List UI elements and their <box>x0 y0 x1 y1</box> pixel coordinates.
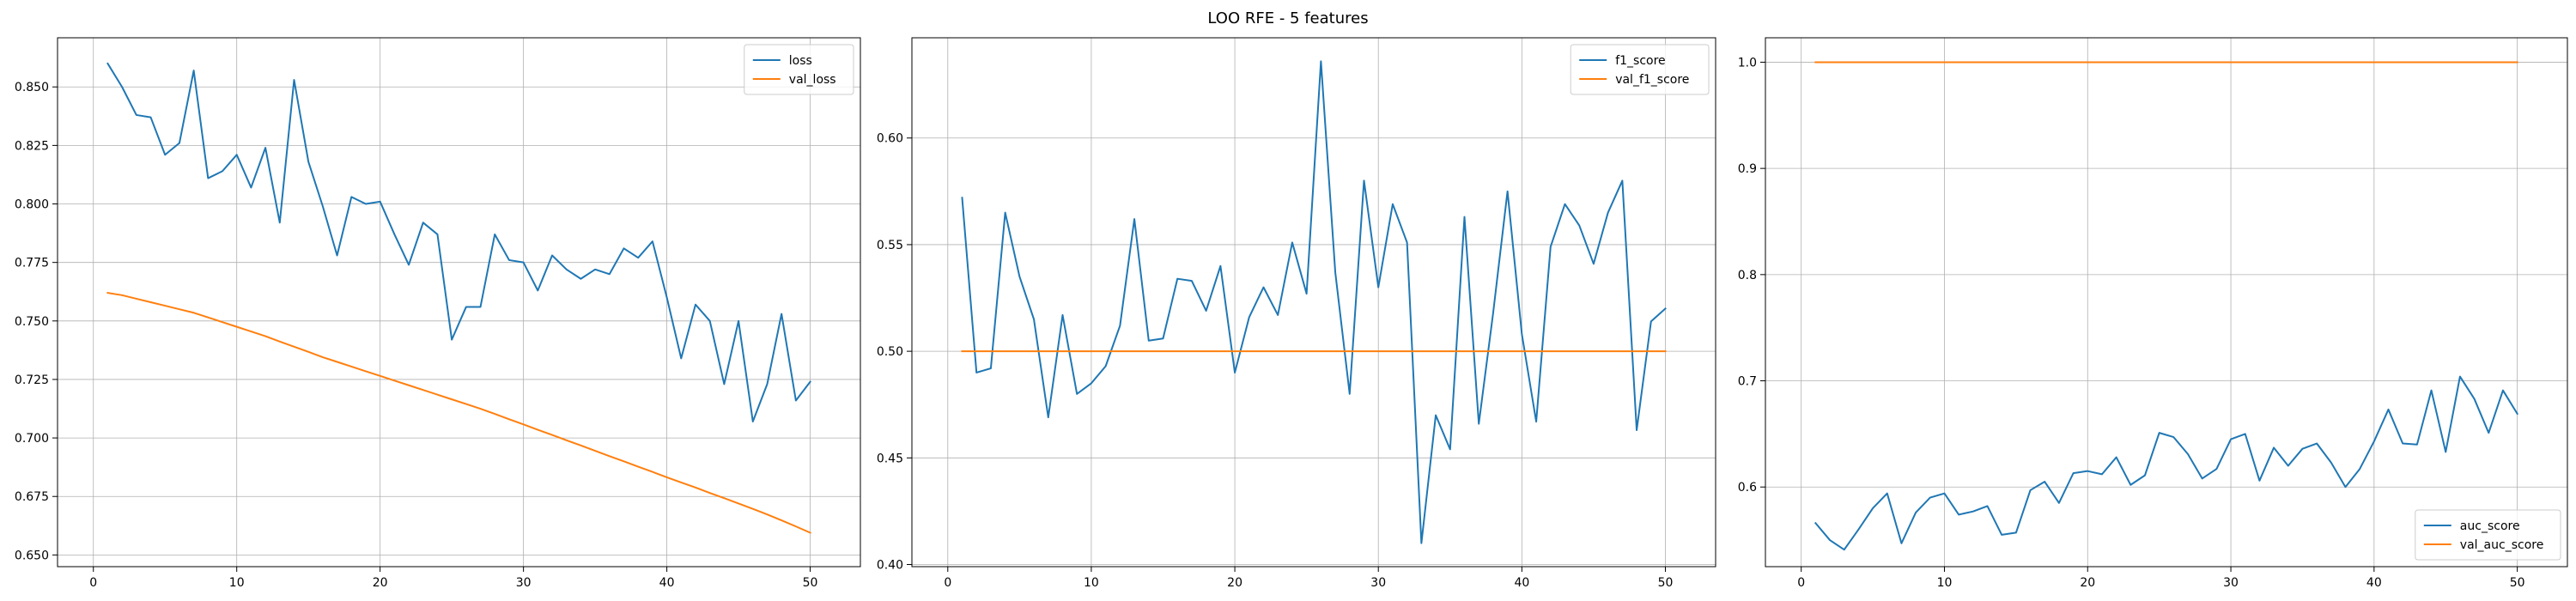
x-tick-label: 40 <box>659 576 675 590</box>
legend-label: f1_score <box>1615 54 1665 68</box>
y-tick-label: 0.725 <box>15 373 49 387</box>
x-tick-label: 10 <box>1937 576 1953 590</box>
x-tick-label: 0 <box>89 576 97 590</box>
axes-frame <box>57 37 861 568</box>
y-tick-label: 0.675 <box>15 490 49 504</box>
y-tick-label: 0.7 <box>1738 375 1757 389</box>
y-tick-label: 0.850 <box>15 81 49 94</box>
series-line-val-loss <box>106 291 811 534</box>
y-tick-label: 0.40 <box>877 559 903 573</box>
legend-box <box>744 44 854 95</box>
x-tick-label: 0 <box>944 576 951 590</box>
x-tick-label: 10 <box>1084 576 1099 590</box>
x-tick-label: 40 <box>2366 576 2382 590</box>
legend-label: auc_score <box>2460 519 2520 533</box>
figure-title: LOO RFE - 5 features <box>1207 9 1368 27</box>
legend-label: loss <box>789 54 812 68</box>
y-tick-label: 0.60 <box>877 132 903 146</box>
legend: f1_score val_f1_score <box>1570 44 1710 95</box>
x-tick-label: 20 <box>373 576 388 590</box>
legend-label: val_f1_score <box>1615 73 1689 87</box>
x-tick-label: 50 <box>803 576 818 590</box>
series-line-auc-score <box>1814 375 2519 551</box>
x-tick-label: 20 <box>1227 576 1242 590</box>
y-tick-label: 0.6 <box>1738 481 1757 495</box>
legend: loss val_loss <box>744 44 854 95</box>
legend: auc_score val_auc_score <box>2415 509 2561 561</box>
y-tick-label: 0.800 <box>15 198 49 212</box>
legend-box <box>2415 509 2561 561</box>
x-tick-label: 30 <box>516 576 532 590</box>
series-line-loss <box>106 62 811 423</box>
y-tick-label: 0.650 <box>15 549 49 562</box>
x-tick-label: 10 <box>229 576 245 590</box>
y-tick-label: 0.50 <box>877 345 903 359</box>
axes-frame <box>911 37 1716 568</box>
series-line-f1-score <box>961 60 1667 544</box>
y-tick-label: 0.55 <box>877 239 903 252</box>
legend-label: val_loss <box>789 73 836 87</box>
x-tick-label: 50 <box>1658 576 1674 590</box>
y-tick-label: 0.825 <box>15 139 49 153</box>
x-tick-label: 30 <box>2223 576 2239 590</box>
y-tick-label: 0.45 <box>877 452 903 465</box>
x-tick-label: 50 <box>2510 576 2525 590</box>
legend-label: val_auc_score <box>2460 538 2544 552</box>
y-tick-label: 0.700 <box>15 432 49 446</box>
x-tick-label: 20 <box>2080 576 2095 590</box>
y-tick-label: 0.9 <box>1738 162 1757 176</box>
x-tick-label: 30 <box>1370 576 1386 590</box>
x-tick-label: 0 <box>1797 576 1805 590</box>
auc-score-subplot: 0 10 20 30 40 50 0.6 0.7 0.8 0.9 1.0 auc_score val_a… <box>1738 37 2568 590</box>
axes-frame <box>1765 37 2568 568</box>
y-tick-label: 0.775 <box>15 257 49 270</box>
y-tick-label: 1.0 <box>1738 56 1757 70</box>
y-tick-label: 0.750 <box>15 315 49 329</box>
x-tick-label: 40 <box>1514 576 1529 590</box>
f1-score-subplot: 0 10 20 30 40 50 0.40 0.45 0.50 0.55 0.60 f1_scorev… <box>877 37 1716 590</box>
y-tick-label: 0.8 <box>1738 269 1757 282</box>
loss-subplot: 0 10 20 30 40 50 0.650 0.675 0.700 0.725 0.750 0.77… <box>15 37 861 590</box>
legend-box <box>1570 44 1710 95</box>
